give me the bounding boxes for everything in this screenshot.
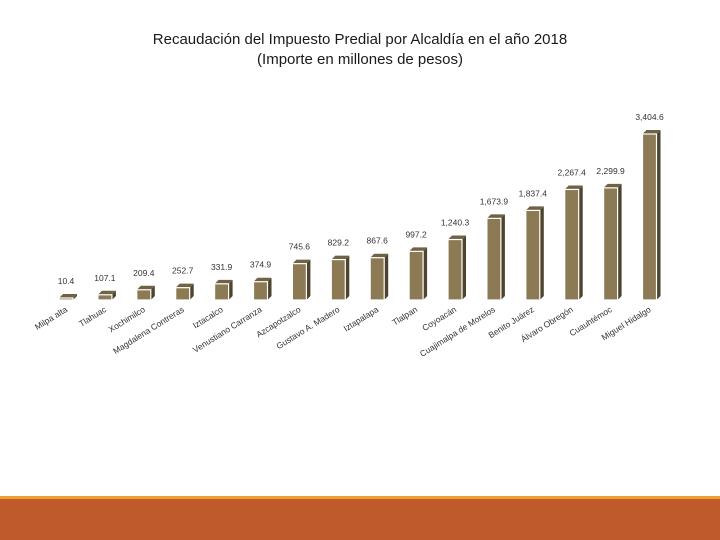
bar (175, 283, 194, 301)
bar-top (253, 277, 272, 282)
value-label: 867.6 (367, 236, 389, 246)
chart-subtitle-line: (Importe en millones de pesos) (257, 51, 463, 68)
category-label: Venustiano Carranza (191, 304, 264, 355)
bar-front (136, 289, 152, 301)
value-label: 829.2 (328, 238, 350, 248)
bar-top (448, 235, 466, 240)
bar-top (214, 279, 233, 284)
bar-top (370, 253, 389, 258)
footer-accent-line (0, 496, 720, 499)
value-label: 997.2 (405, 229, 427, 239)
value-label: 2,267.4 (558, 167, 587, 177)
bar-top (603, 183, 622, 188)
value-label: 3,404.6 (635, 112, 664, 122)
bar (291, 259, 311, 301)
bar (408, 247, 428, 301)
bar-side (189, 283, 194, 300)
value-label: 209.4 (133, 268, 155, 278)
category-label: Iztacalco (191, 304, 225, 330)
category-label: Iztapalapa (342, 304, 381, 333)
chart-title: Recaudación del Impuesto Predial por Alc… (0, 30, 720, 70)
value-label: 745.6 (289, 242, 311, 252)
bar-side (306, 259, 311, 300)
bar (252, 277, 272, 301)
bar-front (97, 294, 113, 301)
bar-front (330, 258, 346, 301)
category-label: Milpa alta (33, 304, 69, 332)
bar-front (525, 209, 541, 301)
bar-top (564, 185, 583, 190)
bar-side (228, 279, 233, 300)
bar-side (656, 130, 661, 300)
bar-front (602, 187, 619, 301)
bar (58, 294, 77, 301)
bar-side (423, 247, 428, 300)
bar (136, 285, 155, 301)
value-label: 1,240.3 (441, 218, 470, 228)
bar-top (136, 285, 155, 290)
bar-side (617, 183, 622, 300)
value-label: 2,299.9 (596, 166, 625, 176)
bar-top (59, 294, 77, 298)
bar-side (111, 290, 116, 300)
bar-side (500, 214, 505, 300)
category-label: Tlalpan (390, 304, 419, 327)
footer-band (0, 499, 720, 540)
bar-side (539, 206, 544, 300)
bar-top (175, 283, 194, 288)
bar-front (252, 281, 269, 301)
bar-front (447, 238, 463, 301)
bar-chart: 10.4 107.1 209.4 252.7 331.9 374.9 745.6 829.2 8… (33, 112, 664, 359)
bar (97, 290, 116, 301)
value-label: 1,837.4 (519, 188, 548, 198)
value-label: 107.1 (94, 273, 116, 283)
bar (564, 185, 583, 301)
bar-top (486, 214, 505, 219)
value-label: 374.9 (250, 260, 272, 270)
bar-top (642, 130, 661, 134)
bar (602, 183, 622, 301)
category-label: Magdalena Contreras (111, 304, 186, 356)
bar-side (462, 235, 466, 300)
value-label: 252.7 (172, 266, 194, 276)
bar-front (408, 250, 424, 301)
bar-front (58, 297, 74, 301)
chart-title-line: Recaudación del Impuesto Predial por Alc… (152, 31, 568, 48)
bar-front (641, 133, 658, 301)
bar (447, 235, 466, 301)
value-label: 1,673.9 (480, 196, 509, 206)
value-label: 10.4 (58, 276, 75, 286)
bar-side (267, 277, 272, 300)
bar (525, 206, 544, 301)
bar-front (369, 257, 385, 301)
bar-front (564, 188, 580, 301)
bar (214, 279, 233, 301)
bar-side (73, 294, 77, 300)
value-labels-group: 10.4 107.1 209.4 252.7 331.9 374.9 745.6 829.2 8… (58, 112, 664, 286)
bars-group (58, 130, 661, 301)
bar-side (345, 255, 350, 300)
value-label: 331.9 (211, 262, 233, 272)
bar-front (214, 283, 230, 301)
category-label: Tlahuac (77, 304, 109, 329)
bar (486, 214, 505, 301)
bar-top (525, 206, 544, 211)
bar-side (150, 285, 155, 300)
bar (641, 130, 661, 301)
bar-side (384, 253, 389, 300)
bar-top (409, 247, 428, 252)
bar-front (486, 217, 502, 301)
bar (369, 253, 389, 301)
bar-front (175, 287, 191, 301)
bar (330, 255, 350, 301)
bar-top (331, 255, 350, 260)
bar-front (291, 263, 307, 301)
bar-top (97, 290, 116, 295)
bar-side (578, 185, 583, 300)
bar-top (292, 259, 311, 264)
